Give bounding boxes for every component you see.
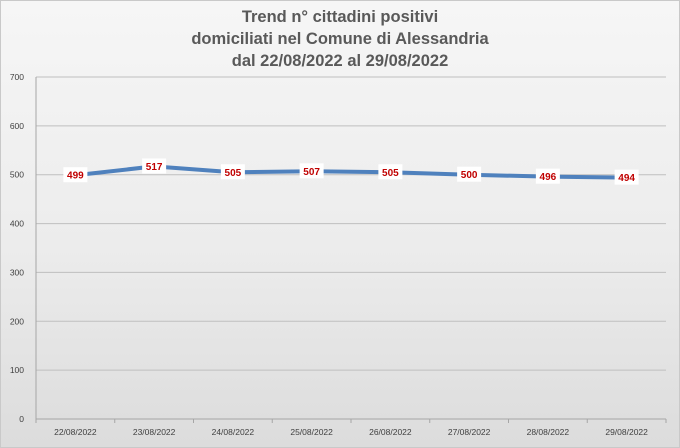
data-label-value: 505: [225, 168, 242, 179]
y-tick-label: 300: [10, 267, 24, 277]
data-label-box: [63, 167, 88, 183]
data-label-box: [220, 164, 245, 180]
data-label-box: [378, 164, 403, 180]
data-label-box: [614, 169, 639, 185]
x-tick-label: 25/08/2022: [290, 427, 333, 437]
x-tick-label: 28/08/2022: [527, 427, 570, 437]
data-label-value: 505: [382, 168, 399, 179]
data-label: 496: [535, 168, 560, 184]
grid-lines: [36, 76, 666, 371]
y-tick-label: 200: [10, 316, 24, 326]
data-label: 507: [299, 163, 324, 179]
chart-title-line-1: Trend n° cittadini positivi: [241, 8, 439, 26]
data-label-value: 507: [303, 167, 320, 178]
chart-title-line-2: domiciliati nel Comune di Alessandria: [191, 30, 489, 48]
x-axis-tick-labels: 22/08/2022 23/08/2022 24/08/2022 25/08/2022…: [54, 427, 648, 437]
data-label: 517: [142, 158, 167, 174]
y-tick-label: 700: [10, 72, 24, 82]
data-label-value: 517: [146, 162, 163, 173]
y-tick-label: 500: [10, 170, 24, 180]
x-tick-label: 27/08/2022: [448, 427, 491, 437]
chart-title-line-3: dal 22/08/2022 al 29/08/2022: [231, 52, 449, 70]
y-axis-tick-labels: 0 100 200 300 400 500 600 700: [10, 72, 24, 424]
y-tick-label: 0: [19, 414, 24, 424]
chart-title: Trend n° cittadini positivi domiciliati …: [0, 6, 680, 72]
series-line: [73, 164, 629, 180]
data-label-value: 496: [540, 172, 557, 183]
data-label-value: 500: [461, 170, 478, 181]
data-label: 505: [220, 164, 245, 180]
x-tick-label: 23/08/2022: [133, 427, 176, 437]
x-tick-label: 24/08/2022: [212, 427, 255, 437]
data-label: 499: [63, 167, 88, 183]
data-label-box: [535, 168, 560, 184]
data-label-box: [457, 166, 482, 182]
y-tick-label: 400: [10, 219, 24, 229]
data-label-value: 494: [618, 173, 635, 184]
data-label: 505: [378, 164, 403, 180]
axes: [35, 77, 667, 423]
x-tick-label: 26/08/2022: [369, 427, 412, 437]
data-label: 500: [457, 166, 482, 182]
data-label-value: 499: [67, 171, 84, 182]
data-labels: 499 517 505 507 505 500 496 494: [63, 158, 639, 185]
y-tick-label: 100: [10, 365, 24, 375]
data-label-box: [299, 163, 324, 179]
data-label-box: [142, 158, 167, 174]
x-tick-label: 29/08/2022: [605, 427, 648, 437]
y-tick-label: 600: [10, 121, 24, 131]
data-label: 494: [614, 169, 639, 185]
x-tick-label: 22/08/2022: [54, 427, 97, 437]
